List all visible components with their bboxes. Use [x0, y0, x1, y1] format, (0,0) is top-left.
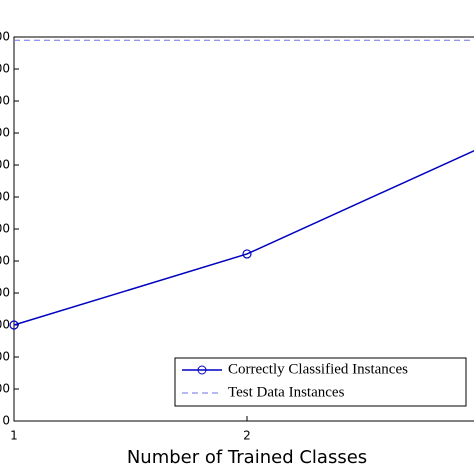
x-tick-label: 1: [10, 429, 18, 443]
y-tick-label: 200: [0, 350, 10, 364]
marker: [242, 249, 252, 259]
legend-label: Test Data Instances: [228, 384, 345, 400]
y-tick-label: 300: [0, 318, 10, 332]
x-axis-label: Number of Trained Classes: [127, 447, 367, 468]
y-tick-label: 1100: [0, 62, 10, 76]
y-tick-label: 100: [0, 382, 10, 396]
y-tick-label: 800: [0, 158, 10, 172]
marker: [9, 320, 19, 330]
x-tick-label: 2: [243, 429, 251, 443]
y-tick-label: 500: [0, 254, 10, 268]
y-tick-label: 900: [0, 126, 10, 140]
legend-box: [174, 357, 467, 407]
legend-label: Correctly Classified Instances: [228, 361, 408, 377]
y-tick-label: 700: [0, 190, 10, 204]
y-tick-label: 400: [0, 286, 10, 300]
y-tick-label: 600: [0, 222, 10, 236]
series-line: [13, 149, 474, 326]
y-tick-label: 1000: [0, 94, 10, 108]
legend-marker: [197, 365, 207, 375]
y-tick-label: 0: [2, 414, 10, 428]
y-tick-label: 1200: [0, 30, 10, 44]
